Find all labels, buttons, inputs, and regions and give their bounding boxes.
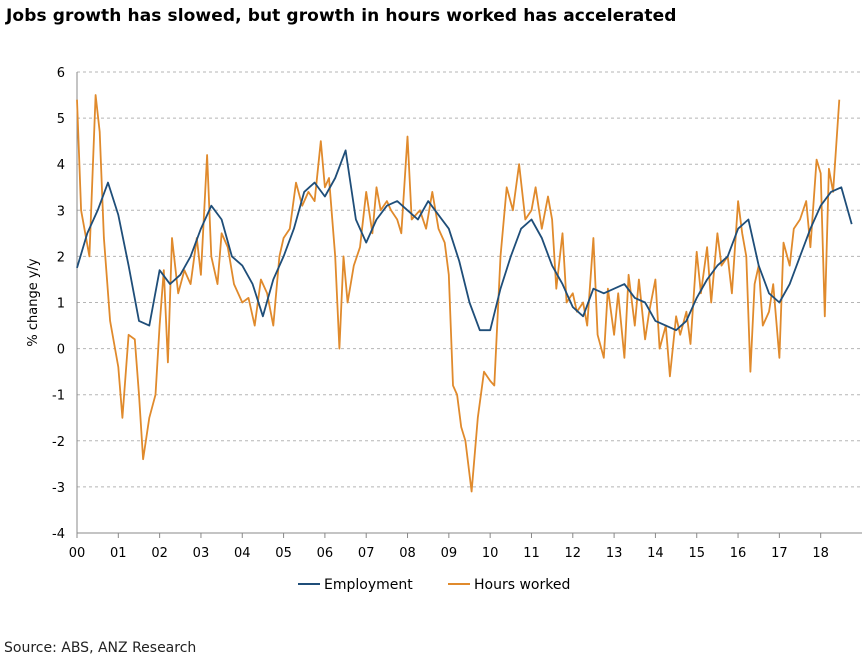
- x-tick-label: 13: [606, 546, 623, 561]
- legend: Employment Hours worked: [298, 577, 570, 593]
- y-tick-labels: 6 5 4 3 2 1 0 -1 -2 -3 -4: [52, 66, 65, 542]
- legend-label-employment: Employment: [324, 577, 413, 593]
- x-tick-label: 14: [647, 546, 664, 561]
- y-tick-label: -4: [52, 527, 65, 542]
- source-note: Source: ABS, ANZ Research: [4, 640, 197, 656]
- x-tick-label: 12: [565, 546, 582, 561]
- y-tick-label: 3: [57, 204, 65, 219]
- x-tick-label: 05: [275, 546, 292, 561]
- x-tick-label: 15: [688, 546, 705, 561]
- chart-title: Jobs growth has slowed, but growth in ho…: [6, 6, 677, 26]
- axes: [76, 72, 862, 538]
- x-tick-label: 04: [234, 546, 251, 561]
- x-tick-label: 07: [358, 546, 375, 561]
- x-tick-label: 03: [193, 546, 210, 561]
- x-tick-label: 18: [812, 546, 829, 561]
- y-tick-label: 0: [57, 343, 65, 358]
- x-tick-label: 09: [441, 546, 458, 561]
- x-tick-label: 10: [482, 546, 499, 561]
- x-tick-label: 11: [523, 546, 540, 561]
- y-tick-label: 4: [57, 158, 65, 173]
- y-tick-label: -1: [52, 389, 65, 404]
- y-tick-label: 1: [57, 297, 65, 312]
- y-axis-label: % change y/y: [26, 258, 41, 347]
- series-lines: [76, 94, 853, 493]
- legend-label-hours-worked: Hours worked: [474, 577, 570, 593]
- x-tick-label: 16: [730, 546, 747, 561]
- y-tick-label: -2: [52, 435, 65, 450]
- x-tick-label: 17: [771, 546, 788, 561]
- y-tick-label: 6: [57, 66, 65, 81]
- y-tick-label: -3: [52, 481, 65, 496]
- x-tick-label: 02: [151, 546, 168, 561]
- x-tick-label: 08: [399, 546, 416, 561]
- series-line-employment: [76, 149, 853, 332]
- y-tick-label: 2: [57, 250, 65, 265]
- x-tick-labels: 00 01 02 03 04 05 06 07 08 09 10 11 12 13 14 15 16 17 18: [69, 546, 829, 561]
- x-tick-label: 06: [317, 546, 334, 561]
- series-line-hours-worked: [76, 94, 841, 493]
- x-tick-label: 00: [69, 546, 86, 561]
- y-tick-label: 5: [57, 112, 65, 127]
- x-tick-label: 01: [110, 546, 127, 561]
